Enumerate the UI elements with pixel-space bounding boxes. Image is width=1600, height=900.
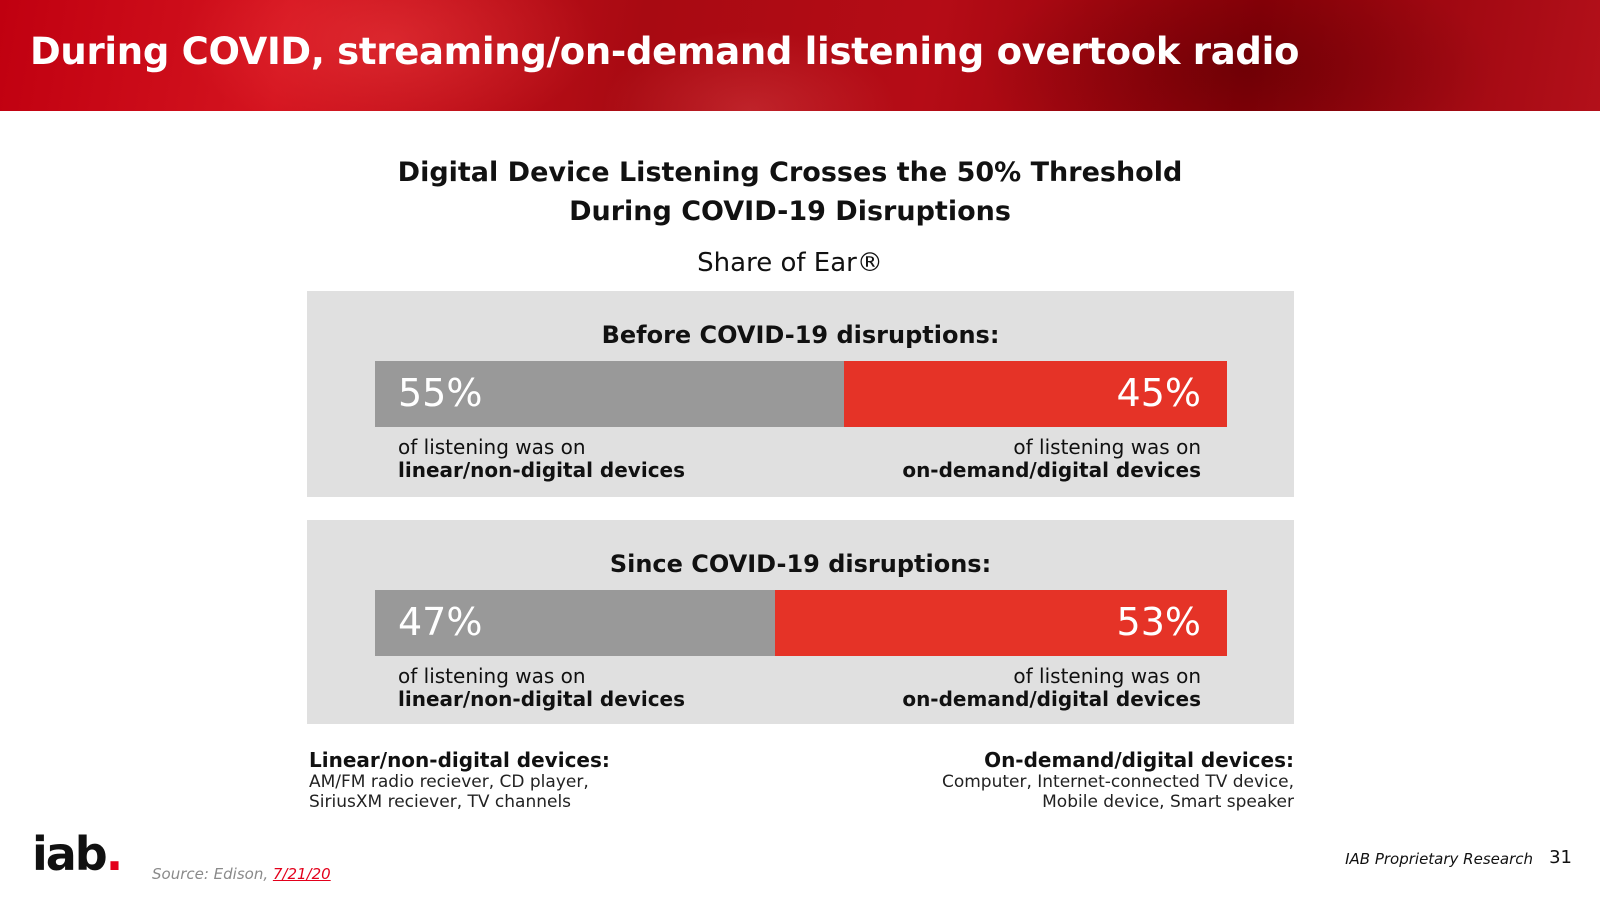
legend-line: Mobile device, Smart speaker (1042, 792, 1294, 812)
panel-before-covid: Before COVID-19 disruptions: 55% 45% of … (307, 291, 1294, 497)
description-linear: of listening was on linear/non-digital d… (398, 665, 685, 711)
source-citation: Source: Edison, 7/21/20 (152, 865, 331, 883)
footer-note: IAB Proprietary Research (1345, 850, 1533, 868)
data-label-digital: 53% (1116, 600, 1201, 644)
description-linear: of listening was on linear/non-digital d… (398, 436, 685, 482)
description-category: linear/non-digital devices (398, 687, 686, 711)
stacked-bar: 55% 45% (375, 361, 1227, 427)
iab-logo: iab. (32, 827, 124, 881)
description-text: of listening was on (1013, 435, 1201, 459)
bar-segment-linear: 47% (375, 590, 775, 656)
description-category: on-demand/digital devices (902, 458, 1201, 482)
description-digital: of listening was on on-demand/digital de… (902, 436, 1201, 482)
bar-segment-linear: 55% (375, 361, 844, 427)
legend-line: AM/FM radio reciever, CD player, (309, 772, 589, 792)
description-text: of listening was on (398, 664, 586, 688)
description-text: of listening was on (1013, 664, 1201, 688)
slide-header: During COVID, streaming/on-demand listen… (0, 0, 1600, 111)
chart-title-line2: During COVID-19 Disruptions (569, 196, 1011, 227)
legend-line: SiriusXM reciever, TV channels (309, 792, 572, 812)
bar-segment-digital: 45% (844, 361, 1227, 427)
legend-digital-definition: On-demand/digital devices: Computer, Int… (942, 748, 1294, 812)
page-number: 31 (1549, 847, 1572, 868)
panel-heading: Since COVID-19 disruptions: (609, 550, 992, 578)
source-date-link[interactable]: 7/21/20 (272, 865, 331, 883)
data-label-linear: 55% (398, 371, 483, 415)
description-category: on-demand/digital devices (902, 687, 1201, 711)
chart-subtitle: Share of Ear® (697, 248, 883, 278)
description-digital: of listening was on on-demand/digital de… (902, 665, 1201, 711)
description-text: of listening was on (398, 435, 586, 459)
legend-linear-definition: Linear/non-digital devices: AM/FM radio … (309, 748, 610, 812)
legend-line: Computer, Internet-connected TV device, (941, 772, 1294, 792)
logo-text: iab (32, 827, 108, 881)
panel-heading: Before COVID-19 disruptions: (601, 321, 1000, 349)
data-label-digital: 45% (1116, 371, 1201, 415)
logo-dot: . (105, 827, 124, 881)
bar-segment-digital: 53% (775, 590, 1227, 656)
description-category: linear/non-digital devices (398, 458, 686, 482)
chart-title-line1: Digital Device Listening Crosses the 50%… (397, 157, 1183, 188)
legend-title: On-demand/digital devices: (984, 748, 1294, 772)
panel-since-covid: Since COVID-19 disruptions: 47% 53% of l… (307, 520, 1294, 724)
header-decoration (180, 0, 600, 111)
source-label: Source: Edison, (152, 865, 273, 883)
data-label-linear: 47% (398, 600, 483, 644)
slide-title: During COVID, streaming/on-demand listen… (30, 30, 1300, 73)
header-decoration (980, 0, 1500, 111)
stacked-bar: 47% 53% (375, 590, 1227, 656)
legend-title: Linear/non-digital devices: (309, 748, 610, 772)
